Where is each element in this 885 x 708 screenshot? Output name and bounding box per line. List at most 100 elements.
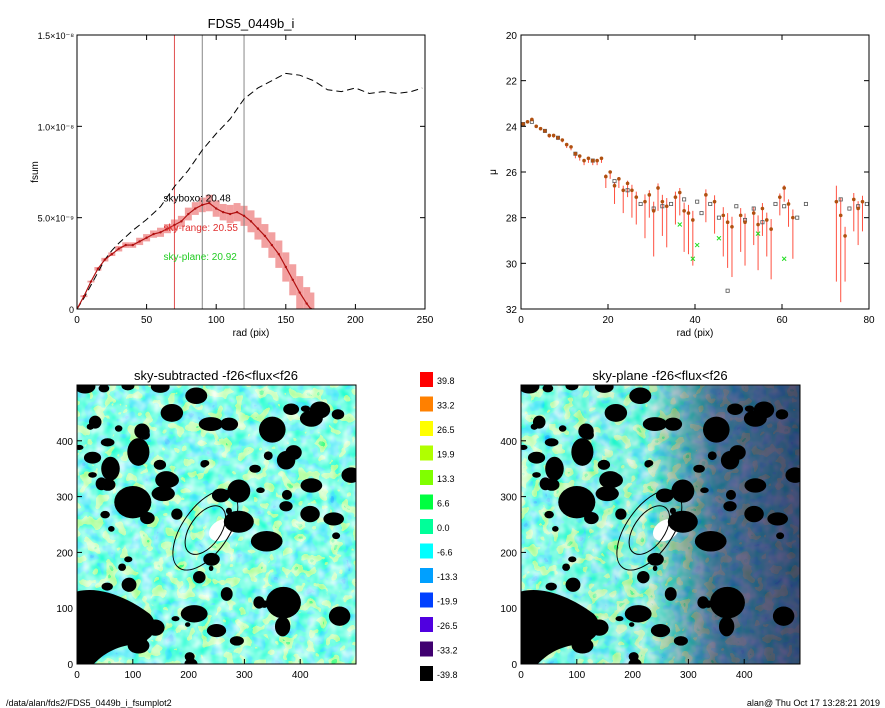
sky-subtracted-aperture-ellipse: [184, 505, 227, 555]
fsum-x-tick-label: 50: [141, 315, 153, 326]
sky-plane-masked-source: [545, 582, 557, 591]
sky-subtracted-masked-source: [253, 596, 265, 609]
mu-circle-point: [769, 227, 773, 231]
sky-plane-masked-source: [624, 605, 652, 623]
colorbar-label: -33.2: [437, 646, 458, 656]
sky-plane-masked-source: [775, 409, 789, 420]
sky-subtracted-x-tick-label: 200: [180, 670, 197, 681]
fsum-data-point: [124, 243, 127, 247]
sky-plane-masked-source: [521, 385, 540, 394]
fsum-data-point: [256, 227, 260, 230]
mu-circle-point: [590, 158, 595, 163]
fsum-data-point: [194, 207, 197, 210]
fsum-data-point: [89, 280, 93, 283]
sky-plane-frame: [520, 384, 801, 665]
sky-plane-aperture-ellipse: [616, 489, 683, 571]
sky-plane-masked-source: [700, 487, 709, 494]
colorbar-swatch: [420, 470, 433, 485]
sky-subtracted-galaxy-core-mask: [223, 510, 254, 533]
sky-subtracted-masked-source: [281, 489, 292, 500]
fsum-profile-panel: FDS5_0449b_i 0 50 100 150 200 250 0 5.0×10⁻⁹ 1.…: [30, 16, 434, 339]
mu-circle-point: [686, 211, 691, 215]
sky-plane-masked-source: [671, 479, 695, 503]
fsum-data-point: [131, 243, 134, 247]
mu-x-tick-label: 60: [776, 315, 788, 326]
fsum-y-tick-label: 1.5×10⁻⁸: [38, 31, 75, 41]
mu-plot-frame: [520, 34, 870, 310]
mu-circle-point: [843, 234, 847, 238]
sky-subtracted-masked-source: [300, 505, 320, 523]
mu-circle-point: [730, 225, 734, 229]
sky-subtracted-masked-source: [100, 438, 115, 447]
mu-y-tick-label: 28: [506, 214, 518, 225]
sky-subtracted-masked-source: [258, 416, 286, 443]
sky-subtracted-masked-source: [86, 423, 94, 430]
sky-plane-masked-source: [545, 456, 564, 481]
mu-square-point: [803, 201, 808, 206]
mu-square-point: [625, 188, 630, 193]
mu-circle-point: [577, 154, 582, 158]
mu-cross-point: [781, 256, 787, 262]
sky-subtracted-aperture-ellipse: [172, 489, 239, 571]
mu-circle-point: [547, 133, 552, 138]
sky-subtracted-x-tick-label: 300: [236, 670, 253, 681]
sky-subtracted-masked-source: [274, 616, 291, 637]
sky-subtracted-masked-source: [101, 456, 120, 481]
mu-square-point: [669, 201, 674, 206]
fsum-data-point: [291, 278, 294, 281]
mu-cross-point: [694, 242, 700, 248]
colorbar-label: 0.0: [437, 523, 450, 533]
mu-square-point: [716, 215, 721, 220]
sky-plane-masked-source: [552, 525, 559, 532]
sky-plane-x-tick-label: 100: [568, 670, 585, 681]
sky-subtracted-masked-source: [184, 658, 198, 664]
sky-plane-masked-source: [767, 512, 789, 526]
fsum-data-point: [263, 234, 267, 238]
sky-plane-y-tick-label: 400: [500, 437, 517, 448]
fsum-annotation: sky-range: 20.55: [163, 223, 238, 234]
mu-circle-point: [551, 133, 556, 138]
sky-subtracted-masked-region: [77, 590, 156, 664]
sky-subtracted-masked-source: [328, 606, 351, 626]
mu-circle-point: [834, 199, 839, 204]
sky-plane-masked-source: [571, 438, 594, 466]
sky-plane-masked-source: [776, 532, 785, 540]
mu-circle-point: [647, 193, 652, 197]
mu-circle-point: [851, 197, 856, 202]
sky-subtracted-masked-source: [341, 467, 356, 483]
mu-circle-point: [738, 213, 743, 218]
mu-square-point: [612, 179, 617, 184]
fsum-plot-frame: [76, 34, 426, 310]
sky-plane-masked-source: [652, 565, 658, 571]
mu-circle-point: [530, 117, 534, 122]
sky-plane-masked-source: [709, 586, 745, 619]
colorbar-swatch: [420, 372, 433, 387]
fsum-data-point: [208, 201, 211, 205]
colorbar-swatch: [420, 445, 433, 461]
sky-plane-masked-source: [753, 401, 775, 419]
sky-subtracted-masked-source: [180, 605, 208, 623]
mu-circle-point: [782, 186, 786, 190]
fsum-data-point: [117, 247, 120, 250]
sky-plane-masked-source: [562, 563, 571, 571]
mu-y-tick-label: 20: [506, 31, 518, 42]
fsum-data-point: [298, 291, 301, 294]
sky-subtracted-masked-source: [101, 582, 113, 591]
sky-subtracted-masked-source: [171, 508, 183, 520]
sky-subtracted-masked-source: [114, 425, 123, 432]
mu-cross-point: [677, 222, 683, 227]
sky-subtracted-masked-source: [276, 451, 296, 470]
sky-subtracted-masked-source: [153, 459, 167, 470]
sky-plane-x-tick-label: 400: [736, 670, 753, 681]
colorbar-label: -26.5: [437, 621, 458, 631]
colorbar-swatch: [420, 641, 433, 657]
sky-plane-title: sky-plane -f26<flux<f26: [592, 368, 727, 383]
mu-circle-point: [838, 213, 843, 218]
mu-cross-point: [690, 256, 696, 262]
fsum-data-point: [173, 223, 176, 227]
mu-circle-point: [691, 218, 695, 222]
mu-circle-point: [538, 126, 543, 131]
sky-subtracted-masked-source: [121, 577, 137, 592]
sky-subtracted-title: sky-subtracted -f26<flux<f26: [134, 368, 298, 383]
sky-subtracted-masked-source: [203, 552, 220, 566]
